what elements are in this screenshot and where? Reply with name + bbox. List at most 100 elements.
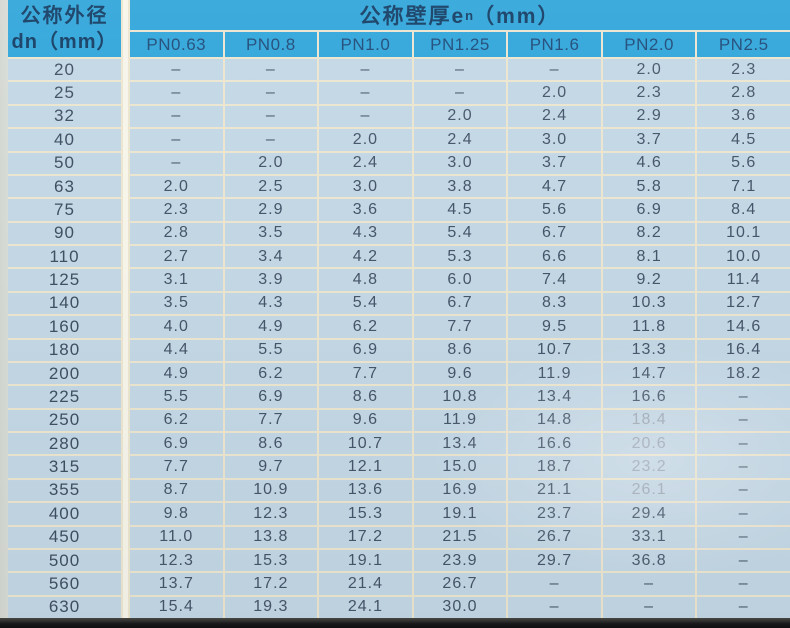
row-label-dn: 32 bbox=[8, 105, 121, 128]
table-cell: 12.3 bbox=[224, 503, 318, 525]
table-cell: 17.2 bbox=[319, 526, 412, 548]
table-cell: 9.6 bbox=[413, 362, 507, 385]
table-cell: 26.1 bbox=[602, 479, 696, 502]
table-cell: 2.3 bbox=[602, 82, 696, 104]
table-cell: 14.6 bbox=[697, 316, 790, 338]
table-cell: 6.9 bbox=[602, 199, 696, 221]
row-label-dn: 280 bbox=[8, 433, 121, 455]
table-cell: 19.1 bbox=[413, 503, 507, 525]
group-header-subscript: n bbox=[465, 7, 474, 23]
table-cell: – bbox=[697, 479, 790, 502]
table-cell: 10.7 bbox=[508, 339, 601, 361]
table-cell: – bbox=[697, 409, 790, 431]
row-label-dn: 560 bbox=[8, 573, 121, 595]
table-cell: – bbox=[130, 105, 223, 128]
row-header-line2: dn（mm） bbox=[11, 30, 118, 53]
table-cell: 2.4 bbox=[413, 129, 507, 151]
table-cell: 14.8 bbox=[508, 409, 601, 431]
table-cell: 10.0 bbox=[697, 246, 790, 268]
table-cell: – bbox=[697, 456, 790, 478]
table-cell: 14.7 bbox=[602, 362, 696, 385]
row-label-dn: 140 bbox=[8, 292, 121, 315]
table-cell: 7.7 bbox=[130, 456, 223, 478]
column-group-header: 公称壁厚e n （mm） bbox=[130, 0, 790, 30]
table-cell: 5.4 bbox=[413, 222, 507, 244]
table-cell: 8.6 bbox=[224, 433, 318, 455]
table-cell: 10.9 bbox=[224, 479, 318, 502]
table-cell: 3.8 bbox=[413, 175, 507, 198]
row-label-dn: 20 bbox=[8, 59, 121, 81]
table-cell: 5.6 bbox=[508, 199, 601, 221]
table-cell: 2.0 bbox=[319, 129, 412, 151]
row-label-dn: 40 bbox=[8, 129, 121, 151]
table-cell: 8.6 bbox=[319, 386, 412, 408]
row-label-dn: 200 bbox=[8, 362, 121, 385]
column-header: PN1.6 bbox=[508, 32, 601, 57]
table-cell: 5.3 bbox=[413, 246, 507, 268]
table-cell: 16.6 bbox=[508, 433, 601, 455]
table-cell: 18.7 bbox=[508, 456, 601, 478]
table-cell: 33.1 bbox=[602, 526, 696, 548]
table-cell: 2.5 bbox=[224, 175, 318, 198]
row-label-dn: 75 bbox=[8, 199, 121, 221]
table-cell: – bbox=[697, 386, 790, 408]
table-cell: 29.7 bbox=[508, 549, 601, 572]
table-cell: 3.5 bbox=[130, 292, 223, 315]
table-cell: 4.0 bbox=[130, 316, 223, 338]
table-cell: 4.2 bbox=[319, 246, 412, 268]
table-cell: 8.6 bbox=[413, 339, 507, 361]
table-cell: 15.3 bbox=[224, 549, 318, 572]
column-header: PN0.8 bbox=[224, 32, 318, 57]
row-label-dn: 125 bbox=[8, 269, 121, 291]
table-cell: 23.2 bbox=[602, 456, 696, 478]
table-cell: 18.2 bbox=[697, 362, 790, 385]
table-cell: 3.6 bbox=[319, 199, 412, 221]
table-cell: 11.9 bbox=[508, 362, 601, 385]
table-cell: 3.6 bbox=[697, 105, 790, 128]
table-cell: 9.5 bbox=[508, 316, 601, 338]
table-cell: – bbox=[130, 152, 223, 174]
column-header: PN1.25 bbox=[413, 32, 507, 57]
table-cell: 3.7 bbox=[602, 129, 696, 151]
table-cell: 19.3 bbox=[224, 596, 318, 618]
row-label-dn: 160 bbox=[8, 316, 121, 338]
table-cell: – bbox=[697, 503, 790, 525]
table-cell: 8.1 bbox=[602, 246, 696, 268]
table-cell: – bbox=[130, 82, 223, 104]
row-label-dn: 630 bbox=[8, 596, 121, 618]
table-cell: 16.6 bbox=[602, 386, 696, 408]
table-cell: 13.7 bbox=[130, 573, 223, 595]
table-cell: 13.4 bbox=[413, 433, 507, 455]
row-label-dn: 225 bbox=[8, 386, 121, 408]
table-cell: 4.3 bbox=[319, 222, 412, 244]
table-cell: 4.9 bbox=[224, 316, 318, 338]
table-cell: 6.9 bbox=[130, 433, 223, 455]
table-cell: 6.9 bbox=[319, 339, 412, 361]
table-cell: 3.0 bbox=[508, 129, 601, 151]
table-cell: 9.8 bbox=[130, 503, 223, 525]
table-cell: 6.2 bbox=[130, 409, 223, 431]
table-cell: 7.7 bbox=[319, 362, 412, 385]
table-cell: 4.3 bbox=[224, 292, 318, 315]
table-cell: – bbox=[130, 129, 223, 151]
table-cell: 7.1 bbox=[697, 175, 790, 198]
row-label-dn: 110 bbox=[8, 246, 121, 268]
table-cell: – bbox=[697, 596, 790, 618]
table-cell: 4.9 bbox=[130, 362, 223, 385]
table-cell: 11.8 bbox=[602, 316, 696, 338]
table-cell: 2.0 bbox=[224, 152, 318, 174]
table-cell: 17.2 bbox=[224, 573, 318, 595]
table-cell: 3.1 bbox=[130, 269, 223, 291]
wall-thickness-table: 公称外径 dn（mm） 公称壁厚e n （mm） PN0.63 PN0.8 PN1.0 P… bbox=[8, 0, 790, 618]
table-cell: – bbox=[508, 596, 601, 618]
column-header: PN1.0 bbox=[319, 32, 412, 57]
table-cell: 23.7 bbox=[508, 503, 601, 525]
table-cell: 10.8 bbox=[413, 386, 507, 408]
row-label-dn: 355 bbox=[8, 479, 121, 502]
table-cell: 3.4 bbox=[224, 246, 318, 268]
table-cell: 15.4 bbox=[130, 596, 223, 618]
table-cell: 2.7 bbox=[130, 246, 223, 268]
table-cell: 2.8 bbox=[697, 82, 790, 104]
table-cell: 21.5 bbox=[413, 526, 507, 548]
